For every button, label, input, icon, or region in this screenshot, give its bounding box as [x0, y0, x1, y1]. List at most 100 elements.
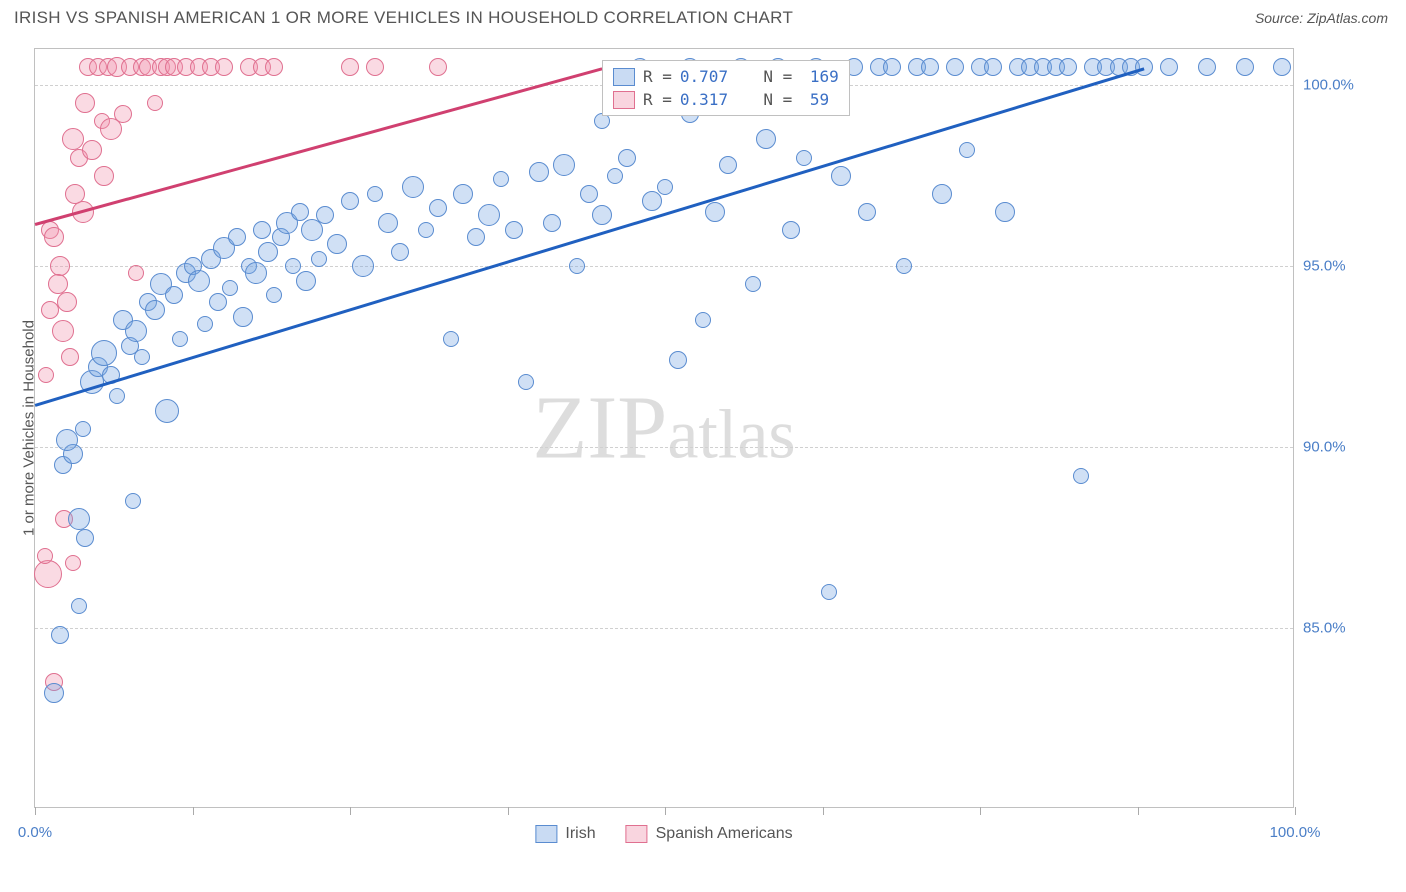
data-point-spanish [215, 58, 233, 76]
legend-item-spanish: Spanish Americans [626, 825, 793, 843]
data-point-irish [695, 312, 711, 328]
data-point-spanish [341, 58, 359, 76]
data-point-spanish [62, 128, 84, 150]
data-point-irish [367, 186, 383, 202]
stats-legend: R =0.707 N = 169R =0.317 N = 59 [602, 60, 850, 116]
data-point-irish [429, 199, 447, 217]
data-point-irish [75, 421, 91, 437]
data-point-irish [233, 307, 253, 327]
data-point-irish [657, 179, 673, 195]
data-point-irish [352, 255, 374, 277]
data-point-irish [1160, 58, 1178, 76]
data-point-irish [443, 331, 459, 347]
data-point-irish [1059, 58, 1077, 76]
data-point-spanish [147, 95, 163, 111]
data-point-irish [402, 176, 424, 198]
data-point-irish [946, 58, 964, 76]
data-point-irish [995, 202, 1015, 222]
legend-label-irish: Irish [565, 825, 595, 843]
data-point-irish [896, 258, 912, 274]
stat-r-value: 0.317 [680, 90, 728, 109]
data-point-irish [796, 150, 812, 166]
data-point-irish [782, 221, 800, 239]
data-point-spanish [34, 560, 62, 588]
data-point-spanish [41, 301, 59, 319]
data-point-irish [228, 228, 246, 246]
data-point-irish [467, 228, 485, 246]
data-point-spanish [61, 348, 79, 366]
data-point-irish [959, 142, 975, 158]
data-point-irish [529, 162, 549, 182]
data-point-spanish [38, 367, 54, 383]
data-point-irish [172, 331, 188, 347]
x-tick-label: 0.0% [18, 824, 52, 841]
stat-n-value: 59 [800, 90, 829, 109]
data-point-spanish [114, 105, 132, 123]
data-point-irish [91, 340, 117, 366]
data-point-irish [209, 293, 227, 311]
data-point-irish [291, 203, 309, 221]
data-point-irish [311, 251, 327, 267]
watermark: ZIPatlas [532, 377, 795, 480]
data-point-irish [197, 316, 213, 332]
x-tick [823, 807, 824, 815]
gridline [35, 628, 1293, 629]
data-point-irish [145, 300, 165, 320]
x-tick [350, 807, 351, 815]
chart-title: IRISH VS SPANISH AMERICAN 1 OR MORE VEHI… [14, 8, 793, 28]
data-point-irish [984, 58, 1002, 76]
x-tick [980, 807, 981, 815]
data-point-spanish [75, 93, 95, 113]
data-point-irish [155, 399, 179, 423]
data-point-irish [418, 222, 434, 238]
data-point-irish [618, 149, 636, 167]
stat-r-label: R = [643, 90, 672, 109]
data-point-irish [1135, 58, 1153, 76]
source-attribution: Source: ZipAtlas.com [1255, 10, 1388, 26]
x-tick [508, 807, 509, 815]
data-point-irish [341, 192, 359, 210]
data-point-irish [327, 234, 347, 254]
data-point-irish [56, 429, 78, 451]
stat-n-label: N = [763, 90, 792, 109]
data-point-irish [592, 205, 612, 225]
gridline [35, 266, 1293, 267]
data-point-irish [266, 287, 282, 303]
data-point-irish [821, 584, 837, 600]
watermark-atlas: atlas [667, 397, 795, 474]
legend-swatch-irish [535, 825, 557, 843]
data-point-irish [68, 508, 90, 530]
data-point-irish [222, 280, 238, 296]
data-point-irish [1073, 468, 1089, 484]
data-point-irish [391, 243, 409, 261]
data-point-irish [1236, 58, 1254, 76]
data-point-irish [188, 270, 210, 292]
stat-r-label: R = [643, 67, 672, 86]
data-point-irish [51, 626, 69, 644]
y-tick-label: 85.0% [1303, 620, 1383, 637]
data-point-irish [756, 129, 776, 149]
data-point-irish [607, 168, 623, 184]
legend-label-spanish: Spanish Americans [656, 825, 793, 843]
y-tick-label: 95.0% [1303, 258, 1383, 275]
y-tick-label: 90.0% [1303, 439, 1383, 456]
x-tick [1138, 807, 1139, 815]
data-point-irish [316, 206, 334, 224]
header: IRISH VS SPANISH AMERICAN 1 OR MORE VEHI… [0, 0, 1406, 34]
data-point-irish [505, 221, 523, 239]
data-point-irish [378, 213, 398, 233]
data-point-irish [705, 202, 725, 222]
x-tick [665, 807, 666, 815]
bottom-legend: Irish Spanish Americans [535, 825, 792, 843]
data-point-irish [580, 185, 598, 203]
data-point-irish [669, 351, 687, 369]
data-point-irish [745, 276, 761, 292]
data-point-spanish [366, 58, 384, 76]
stat-n-label: N = [763, 67, 792, 86]
trendline-spanish [35, 67, 603, 225]
data-point-irish [719, 156, 737, 174]
data-point-irish [245, 262, 267, 284]
data-point-spanish [52, 320, 74, 342]
data-point-irish [125, 320, 147, 342]
y-axis-label: 1 or more Vehicles in Household [21, 320, 38, 536]
